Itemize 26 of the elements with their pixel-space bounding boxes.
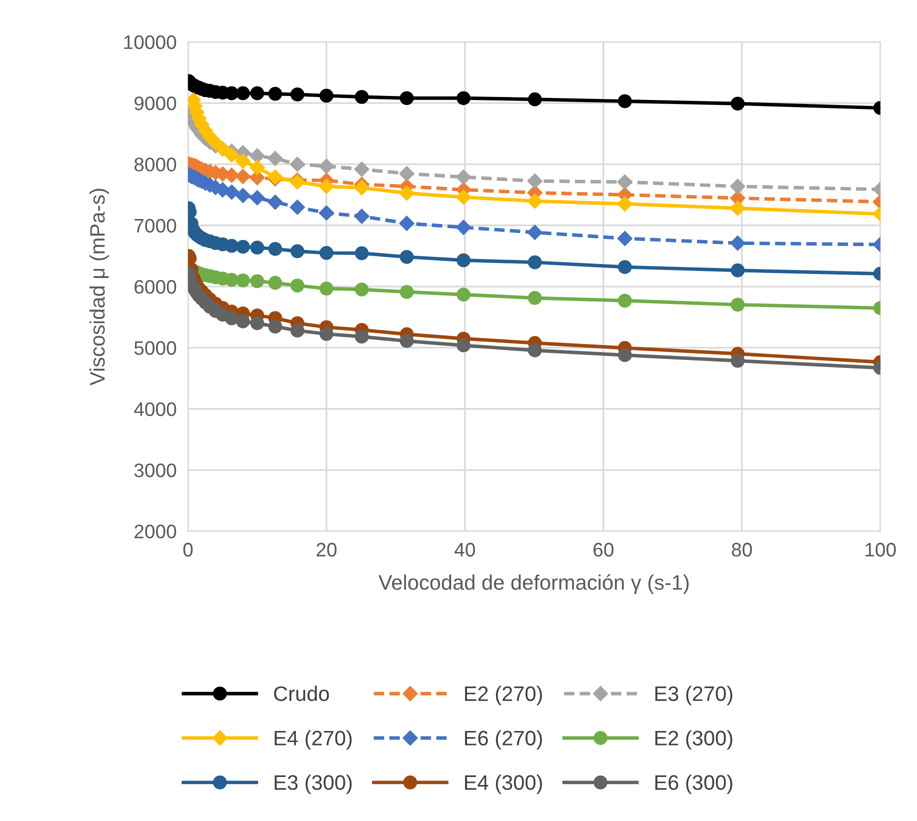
- y-axis-title: Viscosidad μ (mPa-s): [90, 188, 109, 386]
- x-tick-label: 40: [454, 542, 475, 557]
- x-tick-label: 80: [732, 542, 752, 557]
- x-tick-label: 0: [183, 542, 193, 557]
- x-tick-label: 100: [866, 542, 896, 557]
- legend-label: E3 (300): [274, 774, 352, 794]
- y-tick-label: 4000: [134, 402, 176, 416]
- legend-label: E2 (300): [655, 730, 732, 750]
- y-tick-label: 6000: [134, 280, 176, 294]
- legend-label: E6 (300): [655, 774, 732, 794]
- legend-label: E3 (270): [655, 686, 732, 706]
- y-tick-label: 9000: [134, 96, 176, 110]
- legend-label: E2 (270): [465, 686, 542, 706]
- legend-label: E4 (300): [465, 774, 542, 794]
- legend-label: E4 (270): [274, 730, 352, 750]
- y-tick-label: 8000: [134, 158, 176, 172]
- y-tick-label: 10000: [124, 35, 176, 50]
- y-tick-label: 5000: [134, 341, 176, 355]
- y-tick-label: 7000: [134, 218, 176, 233]
- legend-label: Crudo: [274, 686, 329, 702]
- y-tick-label: 3000: [134, 463, 176, 478]
- x-axis-title: Velocodad de deformación γ (s-1): [378, 574, 689, 594]
- x-tick-label: 20: [316, 542, 337, 557]
- legend-label: E6 (270): [465, 730, 542, 750]
- y-tick-label: 2000: [134, 524, 176, 538]
- x-tick-label: 60: [594, 542, 614, 557]
